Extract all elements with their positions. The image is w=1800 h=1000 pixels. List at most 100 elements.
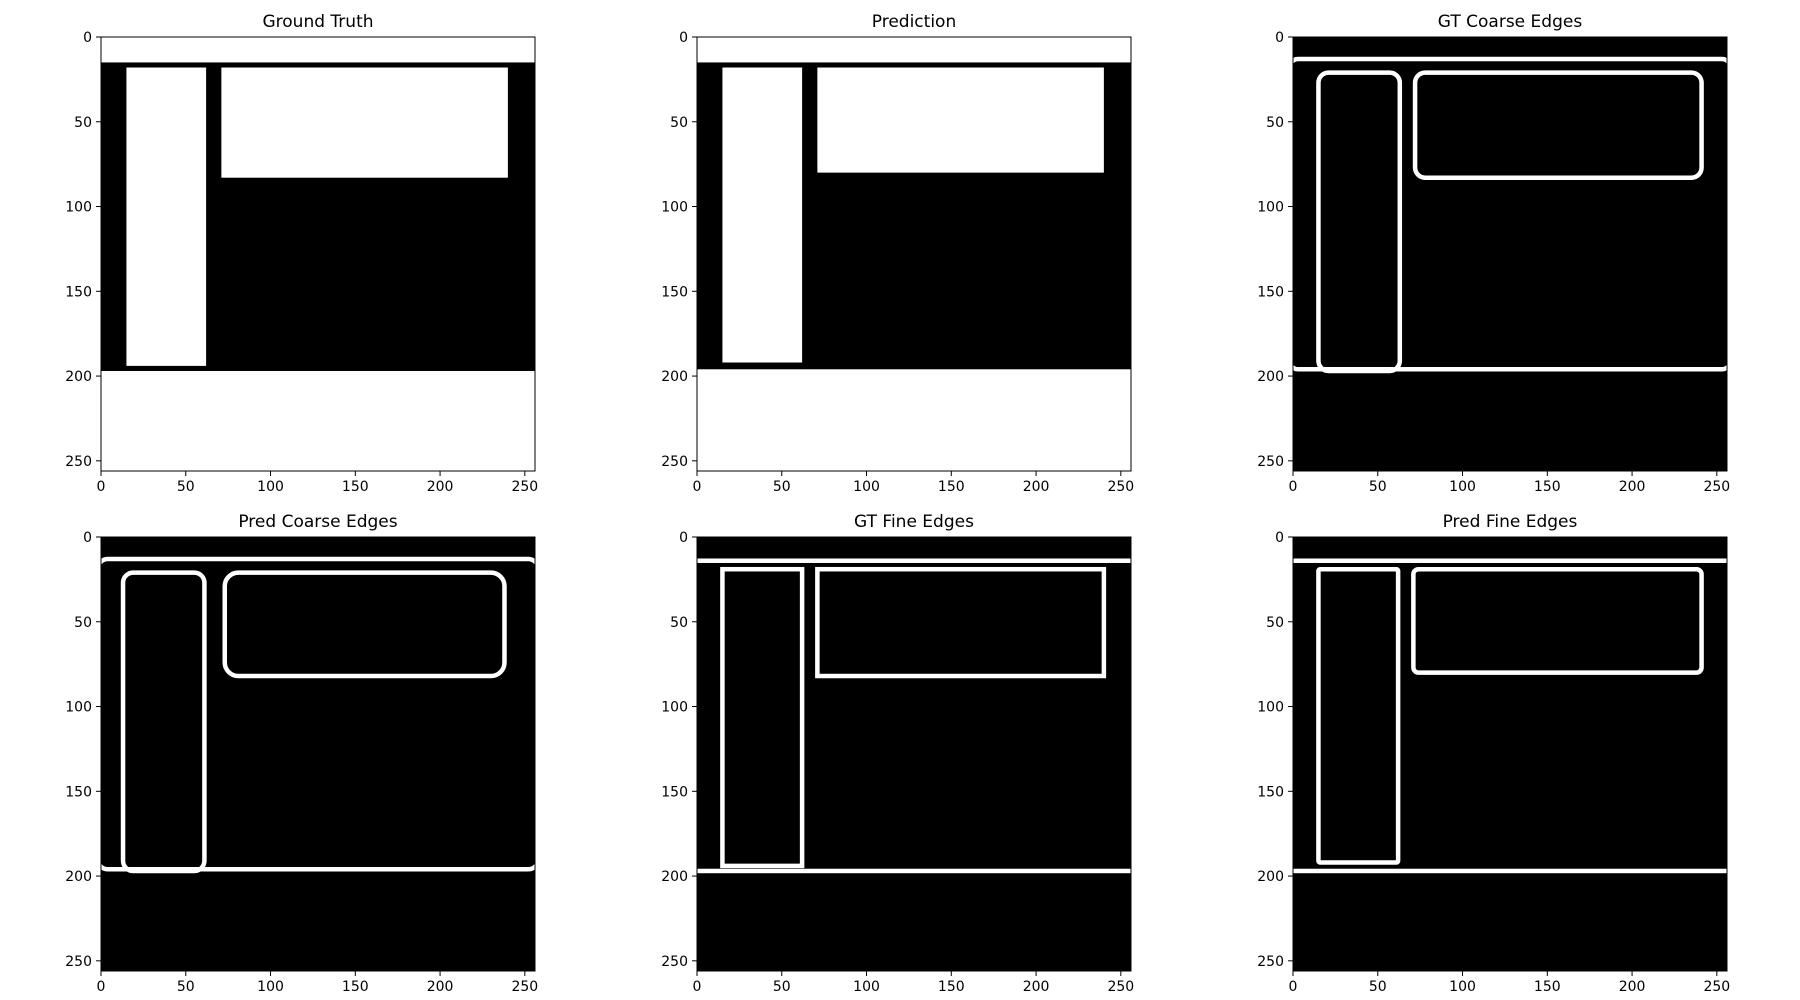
y-tick-label: 250 (1257, 954, 1284, 970)
x-tick-label: 150 (342, 479, 369, 495)
image-area (100, 36, 536, 472)
y-tick-label: 0 (1275, 30, 1284, 46)
axes-frame (696, 36, 1132, 472)
x-tick-label: 50 (177, 979, 195, 995)
mask-region (126, 67, 207, 366)
image-background (101, 537, 535, 971)
image-area (1292, 36, 1728, 472)
x-tick-label: 0 (97, 979, 106, 995)
y-tick-label: 250 (661, 954, 688, 970)
edge-outline (1412, 70, 1704, 180)
x-tick-label: 0 (1289, 479, 1298, 495)
x-tick-label: 200 (1619, 979, 1646, 995)
x-tick-label: 250 (1107, 479, 1134, 495)
x-tick-label: 200 (1023, 979, 1050, 995)
x-tick-label: 250 (1703, 979, 1730, 995)
y-tick-label: 0 (679, 530, 688, 546)
axes-frame (1292, 36, 1728, 472)
y-tick-label: 250 (661, 454, 688, 470)
panel-title: Prediction (872, 12, 956, 32)
y-tick-label: 200 (661, 869, 688, 885)
x-tick-label: 200 (427, 979, 454, 995)
x-tick-label: 50 (773, 479, 791, 495)
image-content (1293, 537, 1727, 971)
axes-ticks: 0 50 100 150 200 250 0 50 100 150 200 250 (65, 530, 538, 995)
x-tick-label: 50 (773, 979, 791, 995)
y-tick-label: 50 (1266, 615, 1284, 631)
x-tick-label: 250 (1703, 479, 1730, 495)
edge-outline (1293, 56, 1727, 372)
edge-outline (222, 570, 507, 679)
axes-ticks: 0 50 100 150 200 250 0 50 100 150 200 250 (661, 530, 1134, 995)
x-tick-label: 100 (853, 979, 880, 995)
mask-region (697, 369, 1131, 471)
x-tick-label: 50 (1369, 479, 1387, 495)
mask-region (101, 37, 535, 63)
axes-ticks: 0 50 100 150 200 250 0 50 100 150 200 250 (1257, 530, 1730, 995)
y-tick-label: 150 (1257, 284, 1284, 300)
axes-frame (100, 36, 536, 472)
panel-title: GT Coarse Edges (1438, 12, 1583, 32)
axes-ticks: 0 50 100 150 200 250 0 50 100 150 200 250 (1257, 30, 1730, 495)
y-tick-label: 250 (65, 954, 92, 970)
y-tick-label: 200 (65, 369, 92, 385)
image-content (101, 537, 535, 971)
y-tick-label: 100 (65, 700, 92, 716)
edge-outline (1411, 566, 1704, 675)
y-tick-label: 50 (74, 115, 92, 131)
y-tick-label: 100 (661, 200, 688, 216)
y-tick-label: 200 (1257, 869, 1284, 885)
x-tick-label: 200 (1023, 479, 1050, 495)
x-tick-label: 100 (1449, 479, 1476, 495)
x-tick-label: 0 (1289, 979, 1298, 995)
mask-region (817, 67, 1104, 173)
x-tick-label: 100 (853, 479, 880, 495)
x-tick-label: 150 (1534, 979, 1561, 995)
y-tick-label: 0 (679, 30, 688, 46)
x-tick-label: 0 (693, 979, 702, 995)
edge-outline (1316, 566, 1401, 865)
y-tick-label: 200 (1257, 369, 1284, 385)
image-background (1293, 37, 1727, 471)
panel-gt-fine-edges: GT Fine Edges 0 50 100 150 200 250 0 50 100 150 20… (661, 512, 1134, 995)
panel-title: Pred Coarse Edges (238, 512, 397, 532)
y-tick-label: 0 (83, 530, 92, 546)
y-tick-label: 200 (65, 869, 92, 885)
y-tick-label: 100 (65, 200, 92, 216)
panel-title: Pred Fine Edges (1443, 512, 1578, 532)
image-content (1293, 37, 1727, 471)
axes-frame (696, 536, 1132, 972)
y-tick-label: 200 (661, 369, 688, 385)
image-area (1292, 536, 1728, 972)
edge-outline (720, 566, 805, 869)
x-tick-label: 200 (1619, 479, 1646, 495)
panel-ground-truth: Ground Truth 0 50 100 150 200 250 0 50 100 150 200… (65, 12, 538, 495)
mask-region (697, 37, 1131, 63)
x-tick-label: 50 (1369, 979, 1387, 995)
x-tick-label: 250 (511, 479, 538, 495)
y-tick-label: 150 (65, 784, 92, 800)
x-tick-label: 250 (511, 979, 538, 995)
x-tick-label: 0 (693, 479, 702, 495)
x-tick-label: 0 (97, 479, 106, 495)
x-tick-label: 100 (257, 979, 284, 995)
edge-outline (697, 558, 1131, 874)
axes-ticks: 0 50 100 150 200 250 0 50 100 150 200 250 (65, 30, 538, 495)
y-tick-label: 0 (83, 30, 92, 46)
y-tick-label: 50 (74, 615, 92, 631)
panel-gt-coarse-edges: GT Coarse Edges 0 50 100 150 200 250 0 50 100 150… (1257, 12, 1730, 495)
panel-pred-fine-edges: Pred Fine Edges 0 50 100 150 200 250 0 50 100 150… (1257, 512, 1730, 995)
image-content (697, 37, 1131, 471)
axes-frame (100, 536, 536, 972)
x-tick-label: 150 (938, 479, 965, 495)
x-tick-label: 150 (342, 979, 369, 995)
x-tick-label: 150 (938, 979, 965, 995)
x-tick-label: 50 (177, 479, 195, 495)
y-tick-label: 50 (670, 115, 688, 131)
y-tick-label: 250 (65, 454, 92, 470)
x-tick-label: 250 (1107, 979, 1134, 995)
x-tick-label: 150 (1534, 479, 1561, 495)
panel-title: Ground Truth (262, 12, 373, 32)
y-tick-label: 50 (670, 615, 688, 631)
